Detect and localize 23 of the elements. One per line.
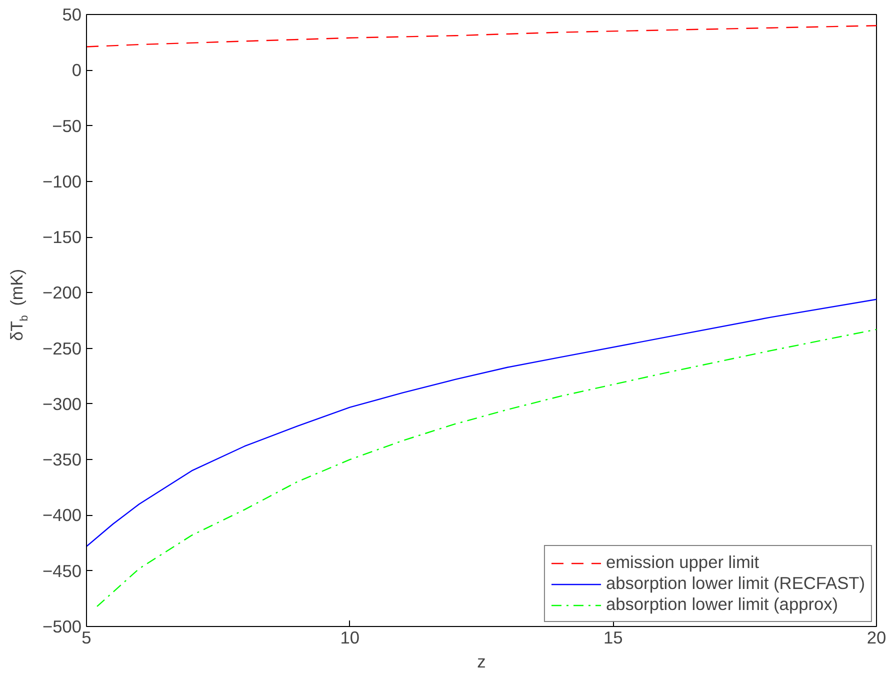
x-tick-label: 10 [340, 628, 360, 648]
y-axis-title: δTb (mK) [8, 268, 30, 341]
y-tick-label: −250 [42, 338, 82, 358]
y-tick-label: −500 [42, 616, 82, 636]
legend-label: absorption lower limit (approx) [606, 594, 838, 615]
y-tick-label: 0 [72, 60, 82, 80]
y-tick-label: −50 [52, 116, 82, 136]
y-tick-label: −200 [42, 282, 82, 303]
x-tick-label: 5 [82, 628, 92, 648]
legend-label: absorption lower limit (RECFAST) [606, 573, 865, 594]
line-series [86, 25, 876, 48]
y-tick-label: −400 [42, 505, 82, 526]
x-tick-label: 20 [866, 628, 886, 648]
y-tick-label: −300 [42, 394, 82, 414]
x-axis-title: z [477, 652, 486, 672]
y-tick-label: −150 [42, 227, 82, 248]
y-tick-label: −350 [42, 450, 82, 470]
y-tick-label: −450 [42, 560, 82, 581]
line-series [86, 298, 876, 547]
x-tick-label: 15 [604, 628, 623, 648]
legend-label: emission upper limit [606, 552, 760, 573]
y-tick-label: −100 [42, 171, 82, 192]
y-tick-label: 50 [62, 4, 82, 24]
